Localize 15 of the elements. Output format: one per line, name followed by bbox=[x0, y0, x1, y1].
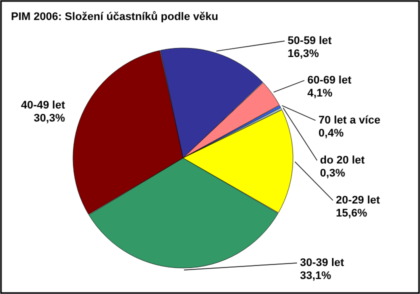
data-label: 4,1% bbox=[307, 87, 333, 100]
data-label: 30,3% bbox=[34, 112, 66, 124]
slice-label: 70 let a více bbox=[318, 114, 380, 126]
slice-label: 30-39 let bbox=[300, 257, 344, 269]
slice-label: 60-69 let bbox=[307, 74, 352, 86]
data-label: 0,3% bbox=[320, 167, 346, 180]
data-label: 16,3% bbox=[288, 48, 320, 60]
data-label: 33,1% bbox=[300, 270, 332, 282]
chart-title: PIM 2006: Složení účastníků podle věku bbox=[11, 11, 218, 23]
slice-label: do 20 let bbox=[320, 154, 366, 166]
slice-label: 50-59 let bbox=[288, 35, 332, 47]
slice-label: 40-49 let bbox=[20, 99, 66, 112]
data-label: 0,4% bbox=[318, 127, 344, 140]
slice-label: 20-29 let bbox=[336, 194, 380, 206]
data-label: 15,6% bbox=[336, 207, 368, 220]
